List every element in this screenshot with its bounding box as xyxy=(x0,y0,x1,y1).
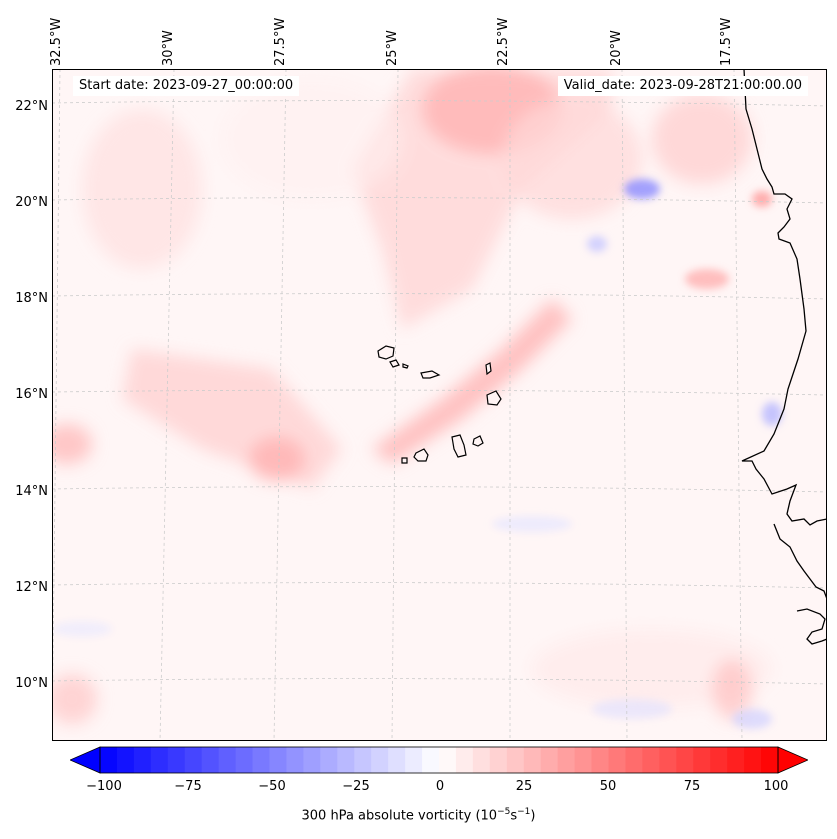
colorbar-segment xyxy=(388,747,406,773)
colorbar-segment xyxy=(286,747,304,773)
colorbar-extend-max xyxy=(777,746,808,774)
colorbar-extend-min xyxy=(70,746,101,774)
colorbar-tick-75: 75 xyxy=(683,779,701,794)
colorbar-segment xyxy=(405,747,423,773)
colorbar-segment xyxy=(269,747,287,773)
lon-label-20w: 20°W xyxy=(609,30,624,66)
colorbar-frame xyxy=(99,746,779,774)
colorbar-segment xyxy=(557,747,576,773)
lon-label-27-5w: 27.5°W xyxy=(273,17,288,66)
colorbar-segment xyxy=(523,747,542,773)
lon-label-22-5w: 22.5°W xyxy=(496,17,511,66)
lon-label-30w: 30°W xyxy=(161,30,176,66)
valid-date-label: Valid_date: 2023-09-28T21:00:00.00 xyxy=(557,76,808,96)
colorbar-tick-25: 25 xyxy=(515,779,533,794)
lon-label-32-5w: 32.5°W xyxy=(49,17,64,66)
lat-label-22n: 22°N xyxy=(15,99,48,114)
colorbar-segment xyxy=(625,747,643,773)
colorbar-segment xyxy=(218,747,237,773)
colorbar-tick--50: −50 xyxy=(258,779,286,794)
colorbar-segment xyxy=(472,747,491,773)
colorbar-tick-50: 50 xyxy=(599,779,617,794)
colorbar-segment xyxy=(506,747,525,773)
colorbar-tick-100: 100 xyxy=(763,779,789,794)
colorbar-segment xyxy=(354,747,372,773)
colorbar-segment xyxy=(676,747,694,773)
colorbar-tick--100: −100 xyxy=(86,779,122,794)
colorbar-segment xyxy=(574,747,593,773)
lat-label-10n: 10°N xyxy=(15,676,48,691)
colorbar-segment xyxy=(439,747,457,773)
colorbar-segment xyxy=(100,747,118,773)
colorbar-segment xyxy=(693,747,711,773)
colorbar xyxy=(70,746,808,774)
colorbar-segment xyxy=(608,747,626,773)
vorticity-field xyxy=(52,69,782,729)
colorbar-segment xyxy=(642,747,660,773)
colorbar-segment xyxy=(337,747,355,773)
colorbar-segment xyxy=(659,747,677,773)
islands xyxy=(377,345,502,464)
colorbar-segment xyxy=(422,747,440,773)
colorbar-segment xyxy=(235,747,254,773)
lat-label-14n: 14°N xyxy=(15,484,48,499)
lat-label-20n: 20°N xyxy=(15,195,48,210)
start-date-label: Start date: 2023-09-27_00:00:00 xyxy=(73,76,300,96)
lon-label-17-5w: 17.5°W xyxy=(719,17,734,66)
lat-label-16n: 16°N xyxy=(15,387,48,402)
colorbar-segment xyxy=(591,747,609,773)
colorbar-segment xyxy=(540,747,559,773)
colorbar-segment xyxy=(744,747,762,773)
coastline xyxy=(741,69,827,645)
lat-label-18n: 18°N xyxy=(15,291,48,306)
colorbar-segment xyxy=(116,747,135,773)
gridlines xyxy=(52,69,827,741)
colorbar-segment xyxy=(201,747,220,773)
colorbar-segment xyxy=(320,747,338,773)
colorbar-segment xyxy=(761,747,779,773)
colorbar-segment xyxy=(167,747,186,773)
lon-label-25w: 25°W xyxy=(385,30,400,66)
colorbar-tick--75: −75 xyxy=(174,779,202,794)
colorbar-tick-0: 0 xyxy=(435,779,445,794)
colorbar-segment xyxy=(710,747,728,773)
colorbar-segment xyxy=(150,747,169,773)
colorbar-label: 300 hPa absolute vorticity (10−5s−1) xyxy=(301,807,536,824)
map-panel xyxy=(52,69,827,741)
colorbar-segment xyxy=(727,747,745,773)
colorbar-tick--25: −25 xyxy=(342,779,370,794)
lat-label-12n: 12°N xyxy=(15,580,48,595)
colorbar-segment xyxy=(133,747,152,773)
colorbar-segment xyxy=(489,747,508,773)
colorbar-segment xyxy=(303,747,321,773)
map-frame xyxy=(52,69,827,741)
colorbar-segment xyxy=(371,747,389,773)
colorbar-segment xyxy=(455,747,474,773)
colorbar-segment xyxy=(184,747,203,773)
colorbar-segment xyxy=(252,747,270,773)
